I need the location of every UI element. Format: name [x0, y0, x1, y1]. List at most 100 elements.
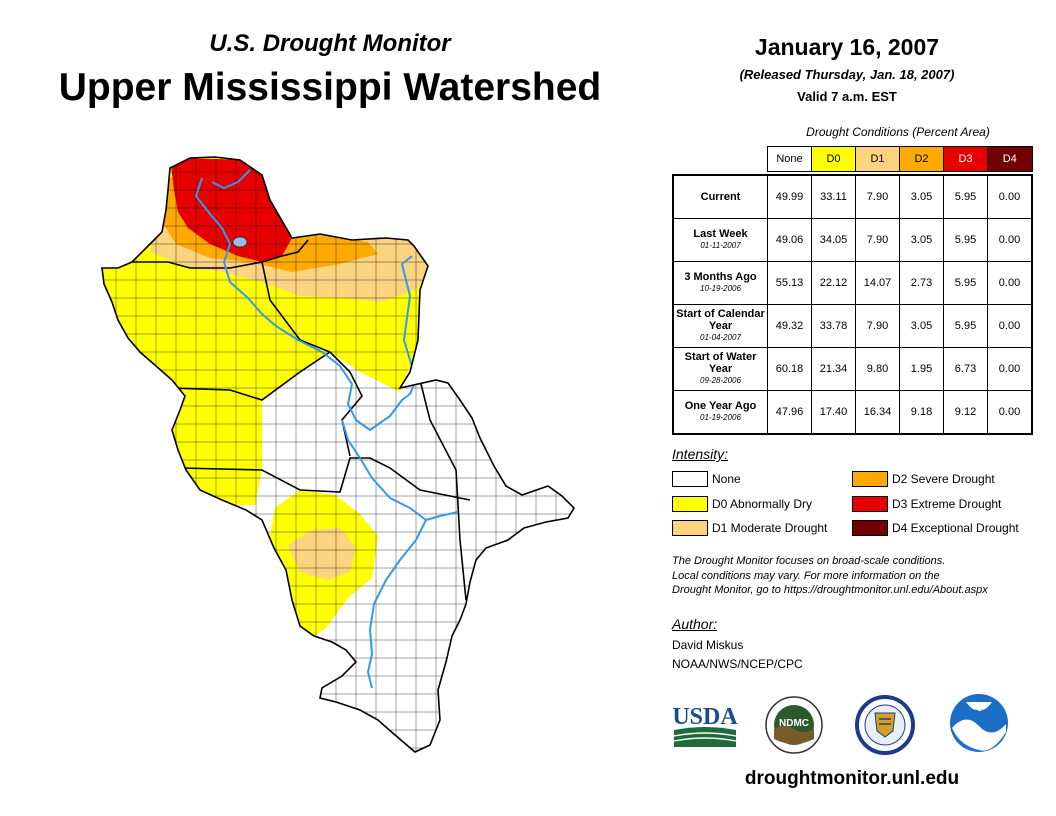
- value-cell: 2.73: [899, 261, 944, 305]
- row-start-of-water-year: Start of Water Year 09-28-2006 60.18 21.3…: [672, 347, 1033, 391]
- value-cell: 14.07: [855, 261, 900, 305]
- legend-label: D3 Extreme Drought: [892, 497, 1002, 511]
- row-date: 01-04-2007: [700, 333, 741, 342]
- value-cell: 22.12: [811, 261, 856, 305]
- legend-swatch: [852, 496, 888, 512]
- value-cell: 0.00: [987, 390, 1033, 435]
- noaa-logo-text: NOAA: [966, 708, 993, 718]
- value-cell: 17.40: [811, 390, 856, 435]
- row-one-year-ago: One Year Ago 01-19-2006 47.96 17.40 16.34…: [672, 390, 1033, 435]
- value-cell: 16.34: [855, 390, 900, 435]
- value-cell: 49.06: [767, 218, 812, 262]
- drought-stats-table: None D0 D1 D2 D3 D4 Current 49.99 33.11 …: [672, 146, 1033, 435]
- row-last-week: Last Week 01-11-2007 49.06 34.05 7.90 3.0…: [672, 218, 1033, 262]
- note-line: The Drought Monitor focuses on broad-sca…: [672, 555, 946, 567]
- value-cell: 5.95: [943, 174, 988, 219]
- legend-swatch: [852, 471, 888, 487]
- header-blank: [673, 147, 768, 172]
- row-date: 01-11-2007: [700, 241, 741, 250]
- legend-item-d3: D3 Extreme Drought: [852, 496, 1001, 512]
- doc-seal-logo: [855, 695, 915, 755]
- col-d1: D1: [855, 146, 900, 172]
- map-date: January 16, 2007: [754, 34, 940, 60]
- legend-label: None: [712, 472, 741, 486]
- row-label: One Year Ago: [684, 400, 757, 412]
- value-cell: 3.05: [899, 304, 944, 348]
- author-name: David Miskus: [672, 638, 744, 652]
- legend-item-d0: D0 Abnormally Dry: [672, 496, 812, 512]
- note-line: Drought Monitor, go to https://droughtmo…: [672, 584, 988, 596]
- legend-item-d2: D2 Severe Drought: [852, 471, 995, 487]
- value-cell: 7.90: [855, 174, 900, 219]
- row-date: 01-19-2006: [700, 413, 741, 422]
- watershed-map: [101, 156, 575, 753]
- legend-label: D2 Severe Drought: [892, 472, 995, 486]
- legend-swatch: [852, 520, 888, 536]
- legend-label: D4 Exceptional Drought: [892, 521, 1019, 535]
- value-cell: 0.00: [987, 261, 1033, 305]
- note-line: Local conditions may vary. For more info…: [672, 569, 940, 582]
- row-3-months-ago: 3 Months Ago 10-19-2006 55.13 22.12 14.07…: [672, 261, 1033, 305]
- col-d3: D3: [943, 146, 988, 172]
- value-cell: 9.80: [855, 347, 900, 391]
- value-cell: 55.13: [767, 261, 812, 305]
- col-d0: D0: [811, 146, 856, 172]
- value-cell: 0.00: [987, 304, 1033, 348]
- row-label: Start of Water Year: [684, 351, 757, 375]
- value-cell: 5.95: [943, 304, 988, 348]
- col-d4: D4: [987, 146, 1033, 172]
- table-caption: Drought Conditions (Percent Area): [806, 125, 990, 139]
- value-cell: 49.32: [767, 304, 812, 348]
- legend-item-d1: D1 Moderate Drought: [672, 520, 827, 536]
- author-org: NOAA/NWS/NCEP/CPC: [672, 657, 803, 671]
- author-title: Author:: [672, 616, 718, 632]
- value-cell: 7.90: [855, 218, 900, 262]
- release-date: (Released Thursday, Jan. 18, 2007): [739, 67, 955, 82]
- value-cell: 33.11: [811, 174, 856, 219]
- value-cell: 21.34: [811, 347, 856, 391]
- value-cell: 5.95: [943, 218, 988, 262]
- value-cell: 0.00: [987, 218, 1033, 262]
- row-current: Current 49.99 33.11 7.90 3.05 5.95 0.00: [672, 174, 1033, 219]
- row-start-of-calendar-year: Start of Calendar Year 01-04-2007 49.32 3…: [672, 304, 1033, 348]
- row-label: Last Week: [693, 228, 748, 240]
- usda-logo: USDA: [672, 704, 738, 747]
- usda-logo-text: USDA: [672, 704, 738, 730]
- col-none: None: [767, 146, 812, 172]
- map-title: Upper Mississippi Watershed: [58, 66, 602, 109]
- valid-time: Valid 7 a.m. EST: [797, 89, 897, 104]
- value-cell: 47.96: [767, 390, 812, 435]
- value-cell: 9.18: [899, 390, 944, 435]
- legend-swatch: [672, 496, 708, 512]
- row-date: 09-28-2006: [700, 376, 741, 385]
- disclaimer-note: The Drought Monitor focuses on broad-sca…: [672, 554, 1042, 598]
- ndmc-logo: NDMC: [765, 696, 823, 754]
- value-cell: 0.00: [987, 347, 1033, 391]
- legend-swatch: [672, 520, 708, 536]
- legend-label: D1 Moderate Drought: [712, 521, 828, 535]
- row-label: Current: [700, 191, 741, 203]
- row-label: 3 Months Ago: [684, 271, 757, 283]
- map-subtitle: U.S. Drought Monitor: [209, 30, 451, 57]
- col-d2: D2: [899, 146, 944, 172]
- legend-label: D0 Abnormally Dry: [712, 497, 813, 511]
- legend-item-d4: D4 Exceptional Drought: [852, 520, 1019, 536]
- legend-swatch: [672, 471, 708, 487]
- noaa-logo: NOAA: [950, 694, 1008, 752]
- value-cell: 7.90: [855, 304, 900, 348]
- value-cell: 34.05: [811, 218, 856, 262]
- legend-title: Intensity:: [672, 446, 729, 462]
- value-cell: 5.95: [943, 261, 988, 305]
- value-cell: 6.73: [943, 347, 988, 391]
- value-cell: 60.18: [767, 347, 812, 391]
- row-label: Start of Calendar Year: [676, 308, 765, 332]
- value-cell: 0.00: [987, 174, 1033, 219]
- row-date: 10-19-2006: [700, 284, 741, 293]
- ndmc-logo-text: NDMC: [779, 718, 809, 729]
- value-cell: 3.05: [899, 174, 944, 219]
- legend-item-none: None: [672, 471, 741, 487]
- value-cell: 9.12: [943, 390, 988, 435]
- website-link[interactable]: droughtmonitor.unl.edu: [744, 768, 960, 789]
- value-cell: 3.05: [899, 218, 944, 262]
- value-cell: 49.99: [767, 174, 812, 219]
